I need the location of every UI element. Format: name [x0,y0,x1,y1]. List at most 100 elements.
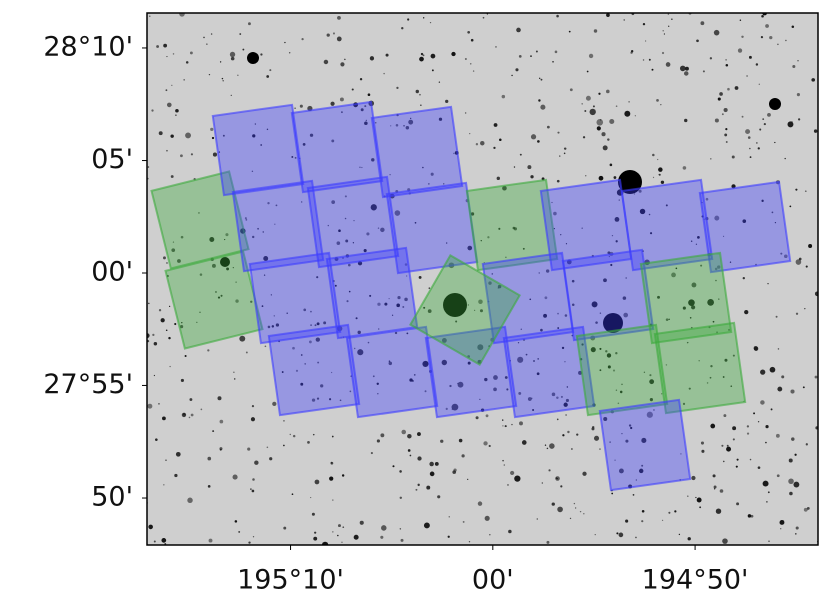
star [267,325,271,329]
star [530,397,533,400]
star [687,495,689,497]
star [529,298,532,301]
star [422,166,424,169]
star [684,118,688,123]
star [702,70,705,73]
star [185,132,192,139]
star [536,372,540,376]
star [749,458,752,461]
star [399,470,402,473]
star [630,426,633,430]
star [563,402,568,407]
star [260,53,263,56]
star [599,347,602,350]
star [792,64,796,69]
star [462,521,465,523]
star [710,423,716,429]
star [726,446,732,452]
star [635,479,637,481]
star [742,276,745,280]
star [219,61,222,63]
star [725,63,729,67]
star [348,290,351,293]
star [467,478,469,480]
star [165,459,167,461]
star [581,227,583,229]
star [610,263,613,267]
star [345,239,349,243]
pointing-tile [561,248,655,342]
pointing-tile [231,179,325,273]
star [263,256,269,261]
star [314,479,320,485]
star [394,331,398,335]
star [184,354,187,357]
star [568,30,571,33]
star [656,99,659,102]
star [266,128,269,131]
star [332,32,335,35]
star [769,35,773,40]
star [549,443,555,449]
star [220,294,223,297]
star [536,518,538,520]
star [407,433,412,439]
star [565,414,567,416]
star [508,529,512,534]
star [251,489,255,493]
star [601,132,606,137]
star [551,502,555,506]
star [330,101,335,106]
star [179,325,184,329]
star [475,416,479,420]
star [169,365,171,368]
star [788,458,793,463]
star [641,437,647,443]
star [571,279,575,283]
star [770,408,773,411]
star [369,56,375,61]
star [470,38,474,42]
star [264,345,267,348]
star [250,300,253,303]
star [675,267,678,270]
star [805,443,808,446]
star [625,439,629,443]
star [203,36,205,39]
star [252,478,255,481]
star [590,347,596,353]
star [148,524,153,530]
star [688,387,691,390]
star [780,252,783,255]
star [540,78,543,81]
star [623,19,625,21]
star [294,107,296,109]
star [360,108,364,112]
star [419,56,424,62]
y-tick-label: 00' [91,256,133,287]
star [722,235,725,237]
star [639,468,644,474]
star [795,526,799,530]
star [317,361,320,364]
star [211,263,216,268]
star [239,335,246,342]
star [652,176,655,179]
star [250,488,252,490]
star [671,272,676,278]
star [644,40,647,42]
star [207,484,211,488]
star [554,50,558,54]
star [660,180,665,184]
pointing-tile [598,398,692,492]
star [320,384,324,388]
star [710,364,713,368]
star [710,158,712,160]
star [746,432,750,435]
star [725,59,727,61]
star [329,476,334,481]
star [170,175,174,178]
star [226,267,230,271]
star [560,395,563,398]
star [603,278,607,283]
